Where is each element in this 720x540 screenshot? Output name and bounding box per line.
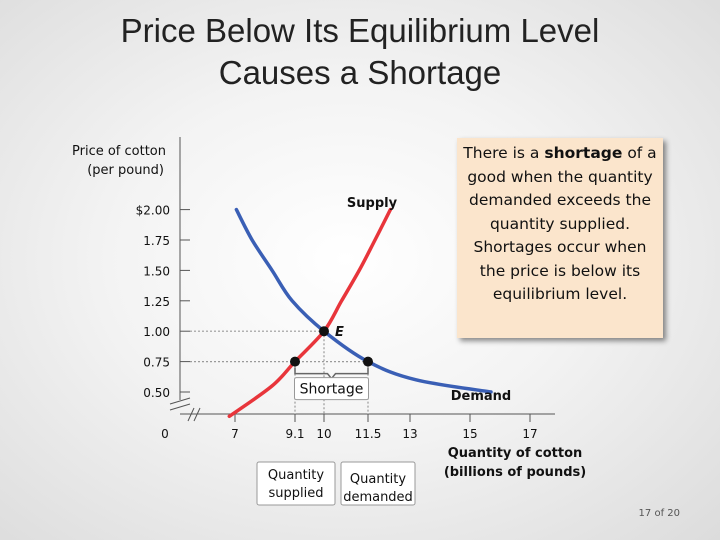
- slide-title: Price Below Its Equilibrium Level Causes…: [0, 10, 720, 94]
- x-tick-label: 9.1: [285, 427, 304, 441]
- quantity-supplied-point: [290, 356, 300, 367]
- supply-curve: [227, 207, 393, 419]
- curves: [227, 207, 493, 419]
- x-tick-label: 11.5: [355, 427, 382, 441]
- quantity-supplied-line-1: Quantity: [268, 468, 324, 483]
- x-axis-break: [187, 407, 201, 422]
- intersection-points: [290, 326, 373, 367]
- quantity-demanded-box: [340, 461, 416, 506]
- y-tick-label: 1.75: [143, 234, 170, 248]
- x-axis-label-line-1: Quantity of cotton: [448, 446, 583, 461]
- shortage-explanation-note: There is a shortage of a good when the q…: [457, 138, 663, 338]
- x-ticks: 7 9.1 10 11.5 13 15 17: [231, 414, 538, 441]
- quantity-supplied-box: [256, 461, 336, 506]
- note-text-bold: shortage: [544, 144, 623, 162]
- quantity-demanded-line-1: Quantity: [350, 472, 406, 487]
- y-tick-label: 0.50: [143, 386, 170, 400]
- supply-label: Supply: [347, 196, 398, 211]
- demand-label: Demand: [451, 389, 512, 404]
- title-line-1: Price Below Its Equilibrium Level: [120, 12, 600, 49]
- y-ticks: 0.50 0.75 1.00 1.25 1.50 1.75 $2.00: [136, 204, 190, 400]
- y-axis-label-line-1: Price of cotton: [72, 144, 166, 159]
- demand-curve: [234, 207, 493, 394]
- shortage-label-box: [294, 377, 369, 401]
- quantity-demanded-line-2: demanded: [343, 490, 413, 505]
- y-axis-label-line-2: (per pound): [87, 163, 164, 178]
- x-tick-label: 17: [522, 427, 537, 441]
- x-axis-label-line-2: (billions of pounds): [444, 465, 586, 480]
- equilibrium-label: E: [335, 325, 344, 340]
- quantity-demanded-point: [363, 356, 373, 367]
- x-tick-label: 7: [231, 427, 239, 441]
- y-tick-label: 1.25: [143, 295, 170, 309]
- shortage-label: Shortage: [300, 382, 364, 398]
- shortage-bracket: [294, 367, 369, 380]
- y-axis-break: [169, 397, 191, 411]
- y-tick-label: 1.00: [143, 325, 170, 339]
- note-text-before: There is a: [463, 144, 545, 162]
- x-tick-label: 15: [462, 427, 477, 441]
- quantity-supplied-line-2: supplied: [269, 486, 324, 501]
- x-tick-label: 10: [316, 427, 331, 441]
- equilibrium-point: [319, 326, 329, 337]
- y-tick-label: 1.50: [143, 264, 170, 278]
- title-line-2: Causes a Shortage: [218, 54, 502, 91]
- origin-label: 0: [161, 427, 169, 441]
- page-number: 17 of 20: [638, 508, 680, 519]
- y-tick-label: $2.00: [136, 204, 170, 218]
- x-tick-label: 13: [402, 427, 417, 441]
- y-tick-label: 0.75: [143, 356, 170, 370]
- note-text-after: of a good when the quantity demanded exc…: [467, 144, 657, 303]
